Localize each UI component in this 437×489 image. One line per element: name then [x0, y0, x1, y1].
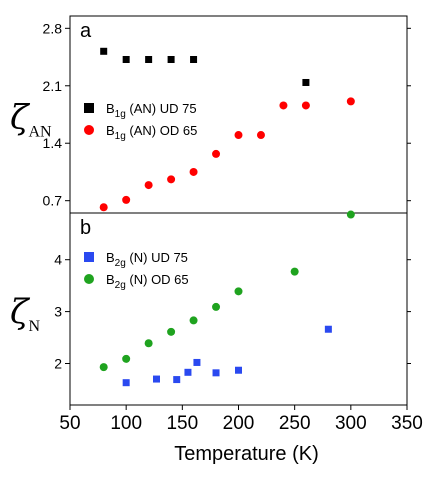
data-point	[100, 47, 108, 55]
legend-marker	[84, 252, 94, 262]
legend-label-subscript: 2g	[115, 258, 126, 269]
x-axis-label: Temperature (K)	[174, 443, 319, 465]
series-1	[99, 97, 355, 212]
data-point	[212, 149, 221, 158]
y-tick-label: 3	[54, 304, 62, 320]
data-point	[346, 210, 355, 219]
y-tick-label: 0.7	[43, 193, 63, 209]
legend-marker	[84, 274, 94, 284]
legend-label-subscript: 1g	[115, 131, 126, 142]
data-point	[167, 327, 176, 336]
y-tick-label: 2	[54, 355, 62, 371]
legend-label-main: B	[106, 101, 115, 116]
data-point	[290, 267, 299, 276]
legend-label-rest: (AN) OD 65	[126, 123, 198, 138]
panel-letter: a	[80, 20, 92, 42]
legend-label: B1g (AN) OD 65	[106, 123, 197, 142]
series-1	[99, 210, 355, 372]
y-axis-label-subscript: N	[28, 318, 40, 335]
legend-marker	[84, 103, 94, 113]
data-point	[234, 131, 243, 140]
y-axis-label-symbol: ζ	[10, 292, 31, 332]
legend-label-rest: (AN) UD 75	[126, 101, 197, 116]
data-point	[324, 325, 332, 333]
y-tick-label: 2.1	[43, 78, 63, 94]
data-point	[122, 354, 131, 363]
data-point	[184, 368, 192, 376]
legend-label-subscript: 1g	[115, 109, 126, 120]
legend-label: B2g (N) UD 75	[106, 250, 188, 269]
x-tick-label: 250	[279, 413, 311, 434]
legend-label: B2g (N) OD 65	[106, 272, 189, 291]
panel-b: b 2 3 4 ζN 50 100 150 200 250 300 350 Temperature (K…	[10, 210, 423, 465]
y-axis-label: ζN	[10, 292, 40, 335]
data-point	[302, 78, 310, 86]
plot-frame	[69, 212, 408, 406]
data-point	[301, 101, 310, 110]
data-point	[144, 339, 153, 348]
data-point	[99, 203, 108, 212]
legend-label: B1g (AN) UD 75	[106, 101, 197, 120]
data-point	[122, 56, 130, 64]
y-axis-label-symbol: ζ	[10, 98, 31, 138]
legend-label-rest: (N) UD 75	[126, 250, 188, 265]
data-point	[167, 175, 176, 184]
data-point	[212, 369, 220, 377]
data-point	[193, 358, 201, 366]
data-point	[212, 302, 221, 311]
legend-label-rest: (N) OD 65	[126, 272, 189, 287]
data-point	[279, 101, 288, 110]
x-tick-label: 200	[223, 413, 255, 434]
data-point	[144, 181, 153, 190]
y-axis-label-subscript: AN	[28, 124, 52, 141]
x-tick-label: 300	[335, 413, 367, 434]
data-point	[256, 131, 265, 140]
legend-label-main: B	[106, 123, 115, 138]
data-point	[235, 366, 242, 374]
data-point	[190, 56, 198, 64]
x-tick-label: 350	[391, 413, 423, 434]
y-axis-label: ζAN	[10, 98, 52, 141]
legend-label-subscript: 2g	[115, 280, 126, 291]
data-point	[152, 375, 160, 383]
data-point	[189, 316, 198, 325]
x-tick-label: 150	[166, 413, 198, 434]
x-tick-label: 50	[59, 413, 80, 434]
data-point	[346, 97, 355, 106]
panel-letter: b	[80, 217, 91, 239]
data-point	[167, 56, 175, 64]
data-point	[173, 376, 181, 384]
data-point	[122, 379, 130, 387]
series-0	[100, 47, 310, 86]
legend-marker	[84, 125, 94, 135]
y-tick-label: 4	[54, 252, 62, 268]
y-tick-label: 1.4	[43, 135, 63, 151]
data-point	[145, 56, 153, 64]
y-tick-label: 2.8	[43, 20, 63, 36]
legend-label-main: B	[106, 272, 115, 287]
series-0	[122, 325, 332, 387]
legend-label-main: B	[106, 250, 115, 265]
x-tick-label: 100	[110, 413, 142, 434]
data-point	[99, 363, 108, 372]
data-point	[189, 167, 198, 176]
data-point	[122, 195, 131, 204]
data-point	[234, 287, 243, 296]
